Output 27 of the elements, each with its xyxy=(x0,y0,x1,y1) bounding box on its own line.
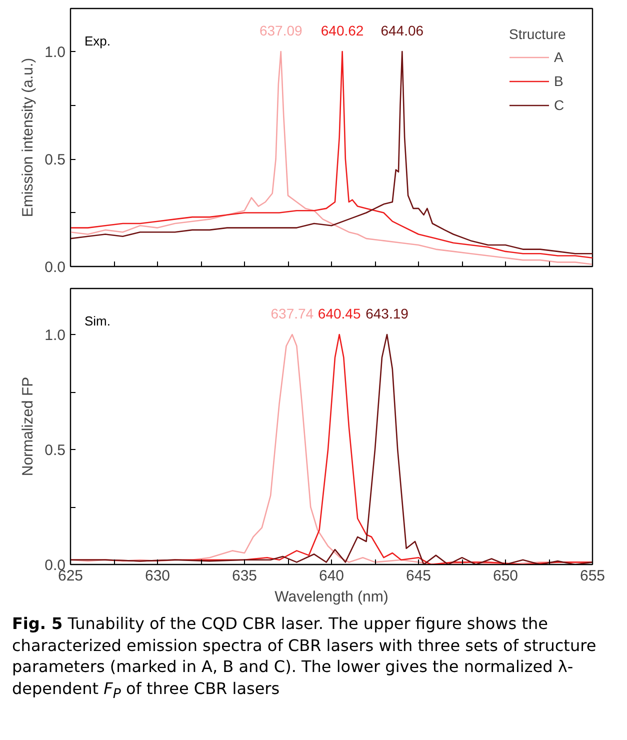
annotation: Sim. xyxy=(84,314,110,328)
x-axis-title: Wavelength (nm) xyxy=(274,588,388,606)
annotation: 640.62 xyxy=(320,22,364,38)
x-tick-label: 645 xyxy=(406,568,432,584)
annotation: 644.06 xyxy=(380,22,424,38)
x-tick-label: 655 xyxy=(580,568,606,584)
annotation: Exp. xyxy=(84,34,111,48)
x-tick-label: 650 xyxy=(492,568,518,584)
x-tick-label: 640 xyxy=(318,568,344,584)
annotation: 637.74 xyxy=(270,306,314,322)
caption: Fig. 5 Tunability of the CQD CBR laser. The upper figure shows the characterized emission spectra of CBR lasers with three sets of structure parameters (marked in A, B and C). The lower gives the normalized λ-dependent F$_{P}$ of three CBR lasers xyxy=(12,613,598,704)
y-tick-label: 0.0 xyxy=(44,259,66,276)
annotation: 640.45 xyxy=(318,306,361,322)
y-axis-title: Normalized FP xyxy=(20,376,37,476)
legend-label: B xyxy=(554,73,564,89)
y-tick-label: 1.0 xyxy=(44,44,66,61)
y-tick-label: 1.0 xyxy=(44,327,66,344)
annotation: 643.19 xyxy=(366,306,409,322)
annotation: 637.09 xyxy=(259,22,302,38)
x-tick-label: 630 xyxy=(144,568,170,584)
legend-label: C xyxy=(554,97,566,113)
legend-label: A xyxy=(554,49,564,65)
y-tick-label: 0.5 xyxy=(44,442,66,459)
y-tick-label: 0.5 xyxy=(44,152,66,168)
y-axis-title: Emission intensity (a.u.) xyxy=(20,58,37,218)
legend-title: Structure xyxy=(509,26,567,42)
x-tick-label: 635 xyxy=(232,568,258,584)
